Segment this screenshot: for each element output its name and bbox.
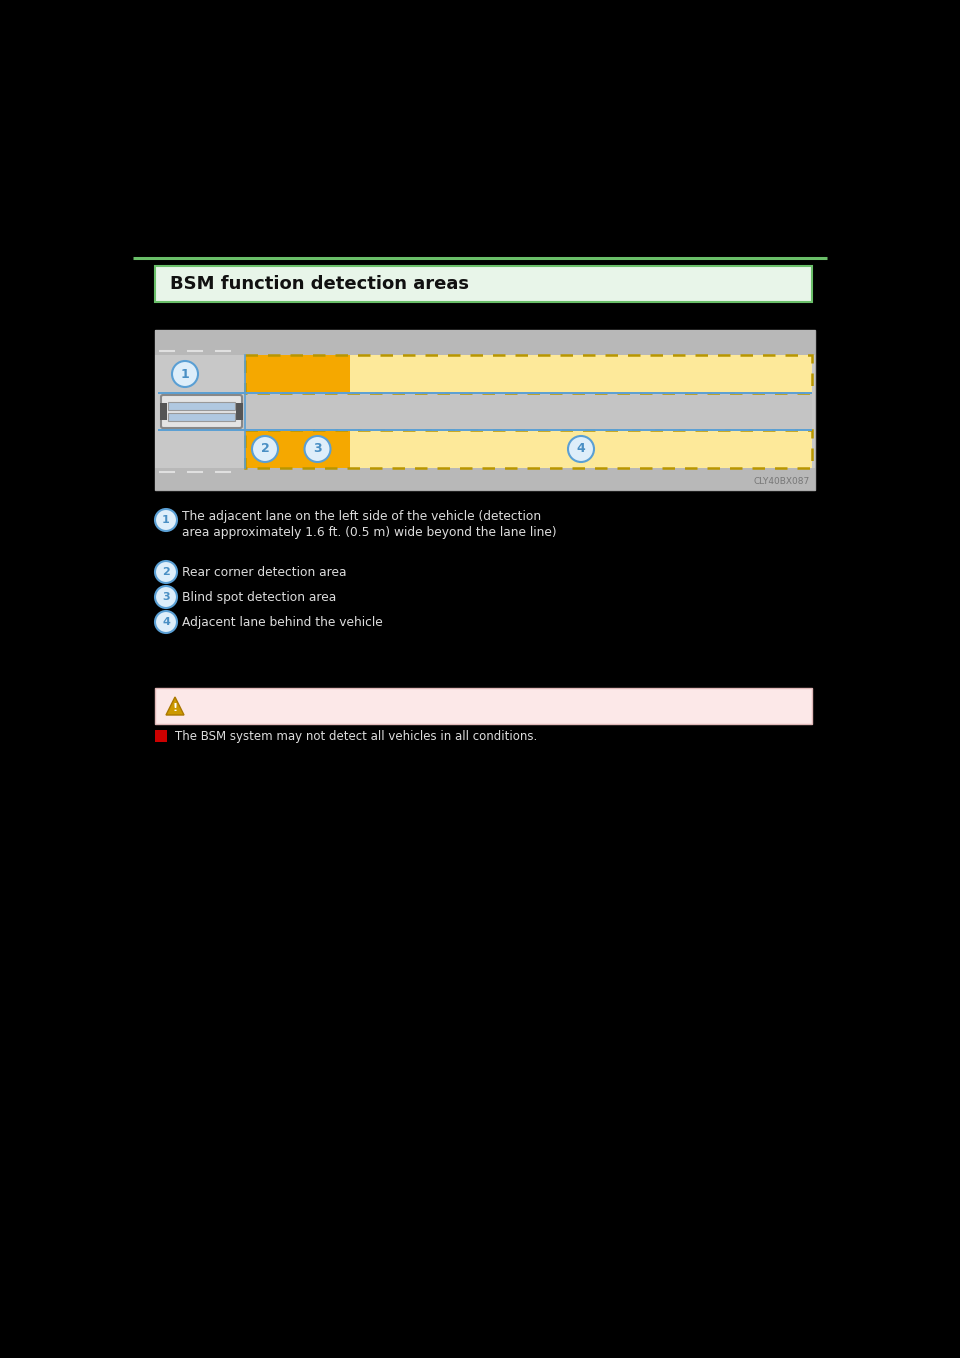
Bar xyxy=(160,410,167,420)
Text: 4: 4 xyxy=(162,617,170,627)
Text: 3: 3 xyxy=(162,592,170,602)
Text: 1: 1 xyxy=(180,368,189,380)
Text: BSM function detection areas: BSM function detection areas xyxy=(170,276,469,293)
Bar xyxy=(155,354,815,469)
Bar xyxy=(160,403,167,413)
Circle shape xyxy=(155,611,177,633)
Bar xyxy=(245,354,350,392)
Bar xyxy=(236,403,243,413)
Bar xyxy=(245,392,812,430)
Text: Rear corner detection area: Rear corner detection area xyxy=(182,566,347,579)
Bar xyxy=(155,330,815,354)
Circle shape xyxy=(568,436,594,462)
Bar xyxy=(350,430,812,469)
Bar xyxy=(155,469,815,490)
Text: 1: 1 xyxy=(162,515,170,526)
Polygon shape xyxy=(166,697,184,716)
Text: The adjacent lane on the left side of the vehicle (detection: The adjacent lane on the left side of th… xyxy=(182,511,541,523)
Circle shape xyxy=(172,361,198,387)
Circle shape xyxy=(155,587,177,608)
Bar xyxy=(350,354,812,392)
Text: 3: 3 xyxy=(313,443,322,455)
Text: CLY40BX087: CLY40BX087 xyxy=(754,477,810,486)
Text: The BSM system may not detect all vehicles in all conditions.: The BSM system may not detect all vehicl… xyxy=(175,731,538,743)
Bar xyxy=(245,430,285,469)
Text: 2: 2 xyxy=(260,443,270,455)
Bar xyxy=(285,430,350,469)
Bar xyxy=(245,354,812,392)
Text: !: ! xyxy=(173,703,178,713)
Bar xyxy=(155,330,815,490)
Text: WARNING: WARNING xyxy=(192,697,283,716)
Text: 2: 2 xyxy=(162,568,170,577)
Text: 4: 4 xyxy=(577,443,586,455)
Bar xyxy=(155,731,167,741)
Bar xyxy=(236,410,243,420)
Bar xyxy=(168,402,235,410)
Bar xyxy=(245,430,812,469)
FancyBboxPatch shape xyxy=(161,395,242,428)
Text: Blind spot detection area: Blind spot detection area xyxy=(182,591,336,604)
Circle shape xyxy=(155,509,177,531)
Bar xyxy=(168,413,235,421)
Text: Adjacent lane behind the vehicle: Adjacent lane behind the vehicle xyxy=(182,617,383,629)
Bar xyxy=(155,266,812,301)
Bar xyxy=(155,689,812,724)
Text: area approximately 1.6 ft. (0.5 m) wide beyond the lane line): area approximately 1.6 ft. (0.5 m) wide … xyxy=(182,526,557,539)
Circle shape xyxy=(304,436,330,462)
Circle shape xyxy=(252,436,278,462)
Circle shape xyxy=(155,561,177,583)
